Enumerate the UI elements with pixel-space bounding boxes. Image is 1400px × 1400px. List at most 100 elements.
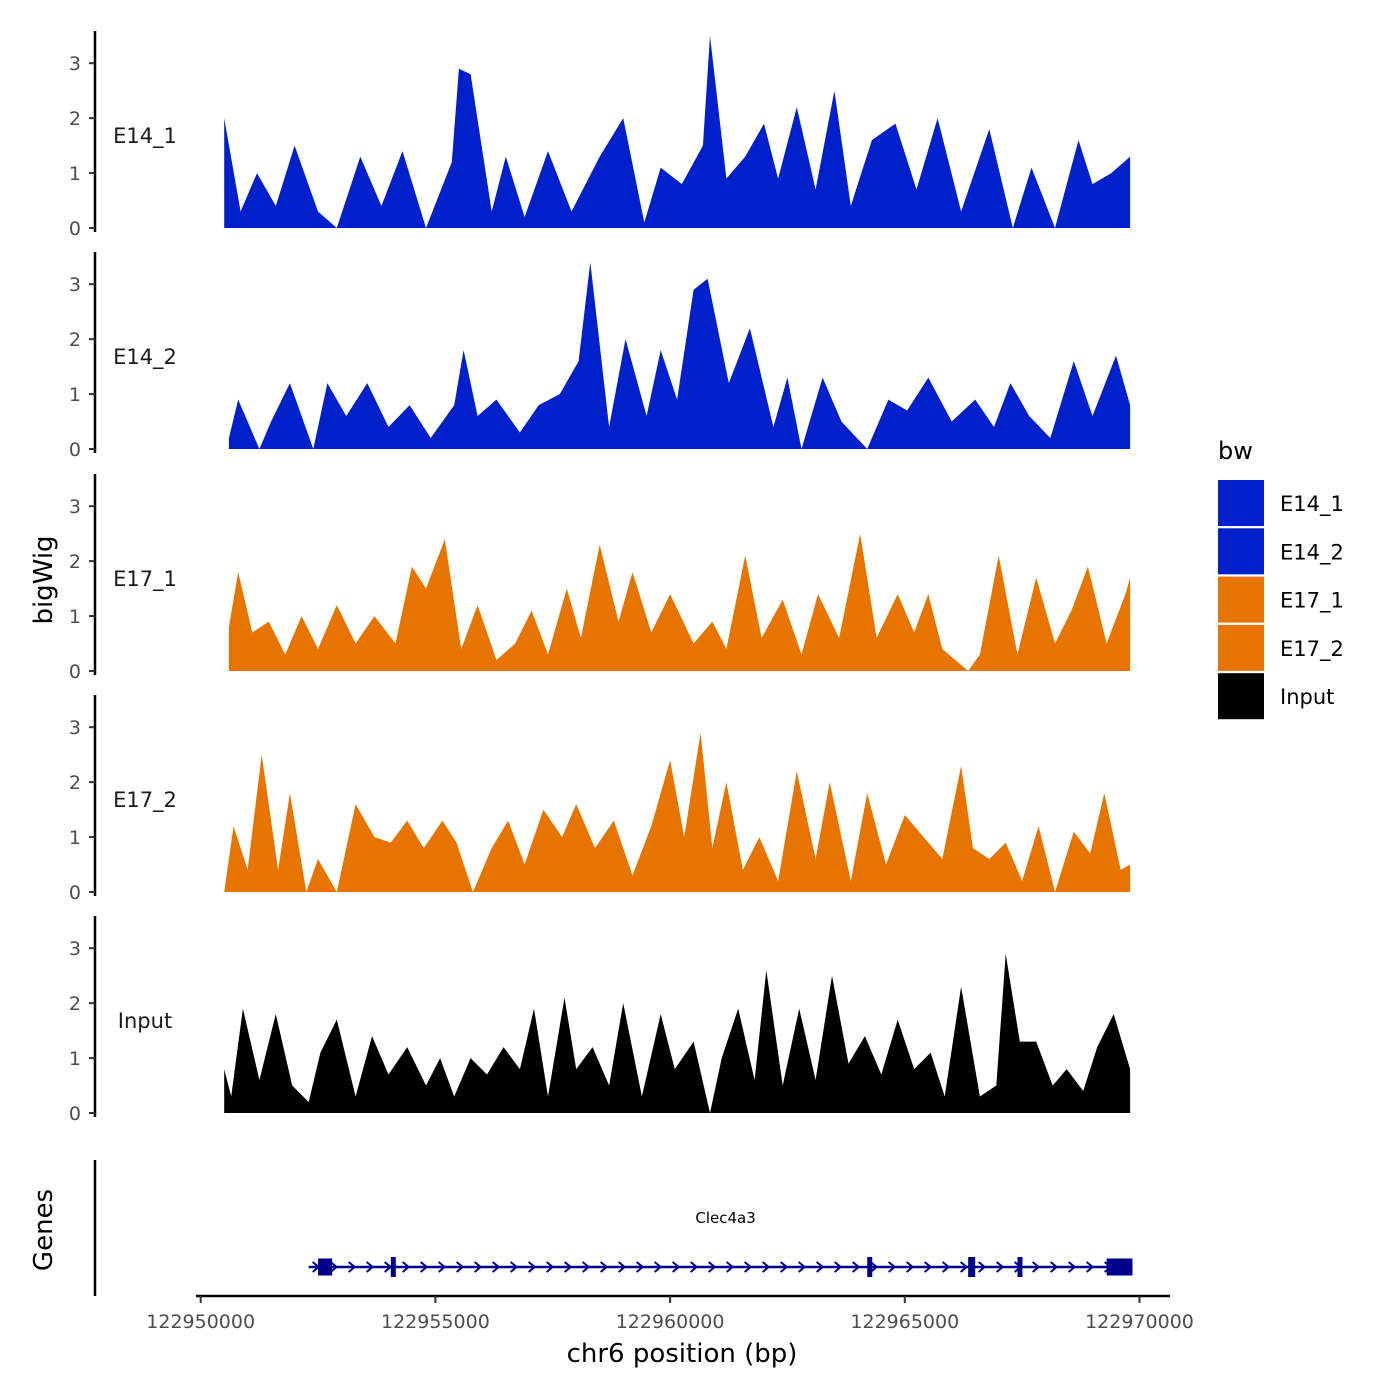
strand-arrow — [672, 1261, 681, 1273]
strand-arrow — [528, 1261, 537, 1273]
strand-arrow — [582, 1261, 591, 1273]
exon-block — [1106, 1258, 1133, 1276]
signal-area-e14_2 — [228, 262, 1131, 449]
exon-block — [968, 1257, 976, 1277]
strand-arrow — [762, 1261, 771, 1273]
y-tick-label: 1 — [69, 827, 81, 849]
y-tick-label: 2 — [69, 551, 81, 573]
strand-arrow — [996, 1261, 1005, 1273]
track-e14_1: 0 1 2 3 E14_1 — [69, 31, 1131, 240]
strand-arrow — [942, 1261, 951, 1273]
strand-arrow — [690, 1261, 699, 1273]
legend-label-e17_2: E17_2 — [1280, 637, 1344, 662]
track-input: 0 1 2 3 Input — [69, 916, 1131, 1125]
legend-label-e14_2: E14_2 — [1280, 540, 1344, 565]
exon-block — [318, 1258, 333, 1276]
signal-area-e14_1 — [224, 35, 1131, 229]
strand-arrow — [438, 1261, 447, 1273]
strand-arrow — [744, 1261, 753, 1273]
strand-arrow — [636, 1261, 645, 1273]
y-tick-label: 2 — [69, 108, 81, 130]
strand-arrow — [834, 1261, 843, 1273]
legend-label-e17_1: E17_1 — [1280, 589, 1344, 614]
legend-swatch-e17_1 — [1218, 576, 1264, 623]
strand-arrow — [402, 1261, 411, 1273]
x-tick-label: 122970000 — [1085, 1311, 1194, 1333]
legend-label-e14_1: E14_1 — [1280, 492, 1344, 517]
x-axis: 122950000 122955000 122960000 122965000 1229… — [146, 1294, 1194, 1333]
legend-title: bw — [1218, 437, 1253, 465]
strand-arrow — [960, 1261, 969, 1273]
strand-arrow — [456, 1261, 465, 1273]
legend-label-input: Input — [1280, 685, 1334, 709]
gene-track: Clec4a3 — [93, 1160, 1133, 1296]
strand-arrow — [474, 1261, 483, 1273]
tracks-group: 0 1 2 3 E14_1 0 1 2 3 E14_2 0 1 2 3 E17_1 0 1 2 3 E17_2 0 1 2 3… — [69, 31, 1131, 1125]
strand-arrow — [1086, 1261, 1095, 1273]
strand-arrow — [384, 1261, 393, 1273]
strand-arrow — [492, 1261, 501, 1273]
gene-name-label: Clec4a3 — [695, 1209, 755, 1227]
track-e14_2: 0 1 2 3 E14_2 — [69, 252, 1131, 461]
strand-arrow — [546, 1261, 555, 1273]
y-tick-label: 1 — [69, 606, 81, 628]
track-label: E14_2 — [113, 345, 177, 370]
legend: bw E14_1 E14_2 E17_1 E17_2 Input — [1218, 437, 1344, 720]
y-tick-label: 3 — [69, 717, 81, 739]
strand-arrow — [564, 1261, 573, 1273]
y-tick-label: 1 — [69, 1048, 81, 1070]
y-tick-label: 2 — [69, 772, 81, 794]
strand-arrow — [420, 1261, 429, 1273]
signal-area-input — [224, 953, 1131, 1113]
strand-arrow — [780, 1261, 789, 1273]
x-tick-label: 122950000 — [146, 1311, 255, 1333]
signal-area-e17_2 — [224, 732, 1131, 892]
exon-block — [390, 1257, 396, 1277]
strand-arrow — [708, 1261, 717, 1273]
strand-arrow — [870, 1261, 879, 1273]
strand-arrow — [1068, 1261, 1077, 1273]
y-tick-label: 0 — [69, 218, 81, 240]
strand-arrow — [726, 1261, 735, 1273]
strand-arrow — [906, 1261, 915, 1273]
y-tick-label: 2 — [69, 329, 81, 351]
strand-arrow — [330, 1261, 339, 1273]
strand-arrow — [1050, 1261, 1059, 1273]
strand-arrow — [816, 1261, 825, 1273]
strand-arrow — [510, 1261, 519, 1273]
strand-arrow — [1032, 1261, 1041, 1273]
legend-swatch-input — [1218, 673, 1264, 720]
y-tick-label: 0 — [69, 882, 81, 904]
x-tick-label: 122955000 — [381, 1311, 490, 1333]
y-tick-label: 1 — [69, 163, 81, 185]
strand-arrow — [618, 1261, 627, 1273]
y-tick-label: 3 — [69, 274, 81, 296]
track-label: Input — [118, 1009, 172, 1033]
y-tick-label: 0 — [69, 439, 81, 461]
legend-swatch-e14_1 — [1218, 480, 1264, 526]
track-label: E17_1 — [113, 567, 177, 592]
exon-block — [1017, 1257, 1023, 1277]
y-tick-label: 1 — [69, 384, 81, 406]
legend-swatch-e17_2 — [1218, 624, 1264, 671]
strand-arrow — [348, 1261, 357, 1273]
y-tick-label: 3 — [69, 938, 81, 960]
track-e17_1: 0 1 2 3 E17_1 — [69, 474, 1131, 683]
strand-arrow — [924, 1261, 933, 1273]
x-tick-label: 122965000 — [850, 1311, 959, 1333]
strand-arrow — [366, 1261, 375, 1273]
y-tick-label: 0 — [69, 661, 81, 683]
y-tick-label: 3 — [69, 53, 81, 75]
legend-swatch-e14_2 — [1218, 528, 1264, 575]
strand-arrow — [798, 1261, 807, 1273]
x-tick-label: 122960000 — [616, 1311, 725, 1333]
signal-area-e17_1 — [228, 533, 1131, 671]
strand-arrow — [654, 1261, 663, 1273]
strand-arrow — [978, 1261, 987, 1273]
strand-arrow — [852, 1261, 861, 1273]
strand-arrow — [600, 1261, 609, 1273]
track-label: E17_2 — [113, 788, 177, 813]
track-e17_2: 0 1 2 3 E17_2 — [69, 695, 1131, 904]
